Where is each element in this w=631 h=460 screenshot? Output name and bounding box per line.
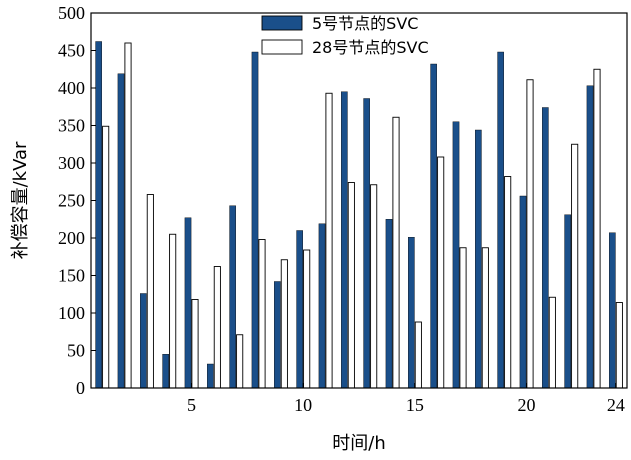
bar-series-1-hour-17 (452, 121, 460, 389)
bar-series-2-hour-7 (236, 334, 244, 389)
y-axis-title: 补偿容量/kVar (10, 141, 31, 259)
y-tick-label-150: 150 (58, 266, 85, 286)
bar-series-1-hour-11 (318, 223, 326, 389)
bar-series-1-hour-2 (117, 73, 125, 389)
bar-series-1-hour-3 (140, 293, 147, 389)
y-axis: 0 50 100 150 200 250 300 350 400 450 500 (58, 3, 96, 398)
bar-series-2-hour-14 (392, 116, 400, 389)
bar-series-1-hour-23 (586, 85, 594, 389)
bar-series-2-hour-24 (615, 302, 623, 389)
y-tick-label-500: 500 (58, 3, 85, 23)
bar-series-2-hour-11 (325, 92, 333, 389)
bar-series-1-hour-19 (497, 51, 504, 389)
bar-series-1-hour-20 (519, 195, 527, 389)
x-tick-label-5: 5 (187, 395, 196, 415)
bar-series-2-hour-2 (124, 42, 132, 389)
bar-series-1-hour-13 (363, 98, 370, 389)
bar-series-2-hour-1 (102, 125, 110, 389)
legend-swatch-series-2 (261, 39, 303, 55)
bar-series-1-hour-9 (274, 281, 281, 389)
x-tick-label-10: 10 (294, 395, 312, 415)
y-tick-label-250: 250 (58, 191, 85, 211)
bar-series-2-hour-21 (548, 296, 556, 389)
y-tick-label-450: 450 (58, 41, 85, 61)
bar-series-2-hour-5 (191, 299, 199, 389)
legend-label-series-1: 5号节点的SVC (312, 14, 418, 33)
bar-series-1-hour-16 (430, 63, 437, 389)
y-tick-label-350: 350 (58, 116, 85, 136)
x-tick-label-15: 15 (406, 395, 424, 415)
y-tick-label-300: 300 (58, 153, 85, 173)
y-tick-label-200: 200 (58, 228, 85, 248)
bar-series-2-hour-8 (258, 239, 266, 389)
bar-series-1-hour-15 (408, 237, 415, 389)
bar-series-2-hour-12 (347, 182, 355, 389)
bar-series-1-hour-24 (609, 232, 616, 389)
bar-series-1-hour-4 (162, 354, 169, 389)
y-tick-label-100: 100 (58, 303, 85, 323)
x-tick-label-20: 20 (518, 395, 536, 415)
bar-series-1-hour-7 (229, 205, 236, 389)
bar-series-1-hour-18 (475, 129, 482, 389)
bar-series-2-hour-17 (459, 247, 467, 389)
bar-series-1-hour-10 (296, 230, 303, 389)
y-tick-label-400: 400 (58, 78, 85, 98)
x-axis-title: 时间/h (332, 433, 385, 454)
bar-series-2-hour-15 (414, 321, 422, 389)
bar-series-2-hour-19 (504, 176, 512, 389)
bar-series-1-hour-1 (95, 41, 102, 389)
bar-series-1-hour-21 (542, 107, 549, 389)
bar-series-1-hour-14 (385, 219, 393, 389)
bars-layer (95, 41, 623, 389)
bar-series-2-hour-4 (169, 233, 177, 389)
bar-series-2-hour-23 (593, 68, 601, 389)
bar-series-1-hour-12 (341, 91, 348, 389)
bar-series-2-hour-13 (370, 184, 378, 389)
legend-swatch-series-1 (261, 15, 303, 31)
bar-series-1-hour-5 (184, 217, 192, 389)
bar-series-1-hour-8 (251, 51, 259, 389)
legend: 5号节点的SVC 28号节点的SVC (261, 14, 429, 57)
bar-series-2-hour-6 (213, 266, 221, 389)
bar-series-2-hour-18 (481, 247, 489, 389)
x-axis: 5 10 15 20 24 (187, 383, 625, 415)
x-tick-label-24: 24 (607, 395, 625, 415)
bar-series-2-hour-20 (526, 79, 534, 389)
bar-series-2-hour-9 (280, 259, 288, 389)
bar-series-1-hour-6 (207, 363, 214, 389)
bar-series-2-hour-22 (571, 143, 579, 389)
bar-series-2-hour-10 (303, 249, 311, 389)
bar-series-2-hour-3 (146, 194, 154, 389)
y-tick-label-50: 50 (67, 341, 85, 361)
y-tick-label-0: 0 (76, 378, 85, 398)
bar-series-1-hour-22 (564, 214, 571, 389)
legend-label-series-2: 28号节点的SVC (312, 38, 429, 57)
bar-series-2-hour-16 (437, 156, 445, 389)
